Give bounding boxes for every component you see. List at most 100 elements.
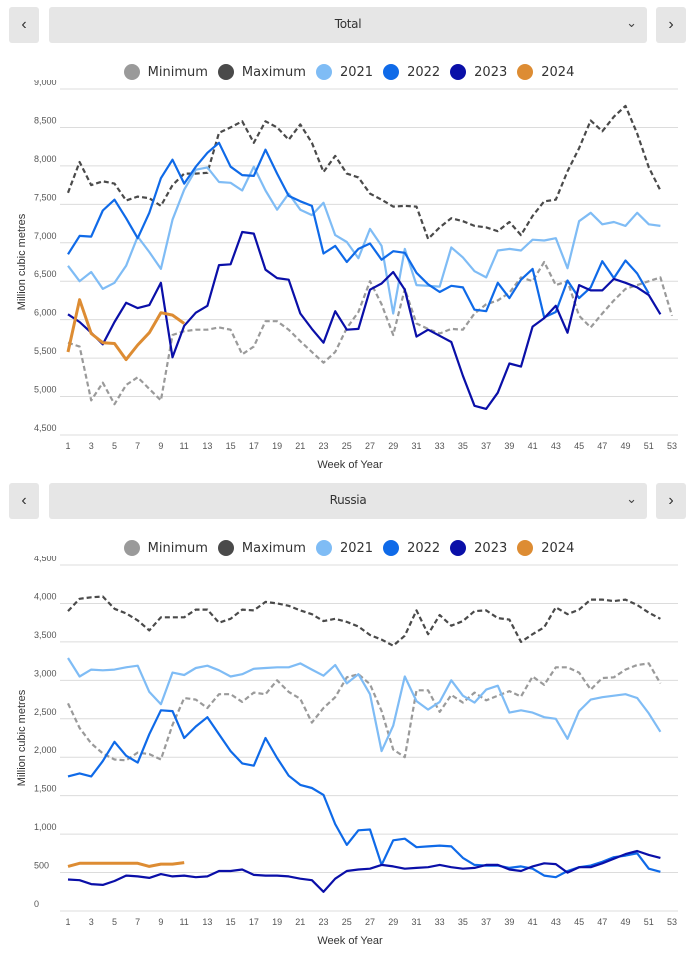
legend-item[interactable]: 2021 [315, 540, 374, 556]
legend-label: Minimum [147, 540, 208, 556]
x-axis-title: Week of Year [317, 935, 383, 947]
y-tick-label: 500 [34, 861, 49, 871]
x-tick-label: 3 [89, 441, 94, 451]
x-tick-label: 25 [342, 917, 352, 927]
legend-marker-icon [517, 540, 534, 556]
x-tick-label: 9 [158, 917, 163, 927]
x-tick-label: 43 [551, 917, 561, 927]
legend-item[interactable]: 2023 [450, 64, 507, 80]
legend-label: 2023 [474, 540, 508, 556]
x-tick-label: 1 [65, 917, 70, 927]
legend-marker-icon [315, 64, 332, 80]
y-tick-label: 7,000 [34, 231, 57, 241]
x-tick-label: 45 [574, 441, 584, 451]
series-line-2023[interactable] [67, 849, 661, 893]
chart-legend: Minimum Maximum 2021 2022 2023 2024 [0, 538, 700, 558]
x-tick-label: 53 [667, 917, 677, 927]
legend-item[interactable]: 2022 [383, 64, 440, 80]
next-region-button[interactable]: › [656, 7, 686, 43]
region-selector-russia: ‹ Russia ⌄ › [0, 483, 700, 519]
region-dropdown-label: Total [334, 17, 362, 31]
x-tick-label: 29 [388, 917, 398, 927]
series-line-2024[interactable] [66, 298, 186, 362]
series-line-maximum[interactable] [66, 104, 662, 240]
chevron-right-icon: › [668, 16, 674, 33]
series-line-minimum[interactable] [67, 662, 662, 762]
y-tick-label: 6,500 [34, 269, 57, 279]
next-region-button[interactable]: › [656, 483, 686, 519]
x-tick-label: 35 [458, 917, 468, 927]
x-tick-label: 5 [112, 917, 117, 927]
x-tick-label: 51 [644, 917, 654, 927]
x-tick-label: 13 [202, 441, 212, 451]
previous-region-button[interactable]: ‹ [9, 483, 39, 519]
legend-marker-icon [315, 540, 332, 556]
x-tick-label: 9 [158, 441, 163, 451]
legend-item[interactable]: 2024 [517, 64, 574, 80]
line-chart-russia: 0 500 1,000 1,500 2,000 2,500 3,000 3,500 4,000 4… [16, 556, 678, 947]
region-dropdown[interactable]: Russia ⌄ [49, 483, 647, 519]
series-line-2023[interactable] [67, 230, 662, 410]
x-tick-label: 43 [551, 441, 561, 451]
x-tick-label: 21 [295, 441, 305, 451]
legend-label: 2022 [407, 540, 441, 556]
y-tick-label: 3,500 [34, 630, 57, 640]
series-line-2022[interactable] [67, 141, 650, 319]
y-tick-label: 9,000 [34, 80, 57, 87]
series-line-2021[interactable] [67, 165, 661, 315]
previous-region-button[interactable]: ‹ [9, 7, 39, 43]
x-tick-label: 29 [388, 441, 398, 451]
legend-label: Maximum [241, 540, 306, 556]
y-tick-label: 3,000 [34, 668, 57, 678]
x-tick-label: 51 [644, 441, 654, 451]
chevron-right-icon: › [668, 492, 674, 509]
legend-item[interactable]: Minimum [123, 64, 208, 80]
region-dropdown-label: Russia [329, 493, 367, 507]
x-tick-label: 7 [135, 917, 140, 927]
x-tick-label: 11 [179, 441, 188, 451]
legend-item[interactable]: Maximum [217, 540, 306, 556]
series-line-2024[interactable] [67, 861, 185, 868]
x-tick-label: 37 [481, 917, 491, 927]
x-tick-label: 37 [481, 441, 491, 451]
series-line-minimum[interactable] [67, 260, 674, 406]
y-tick-label: 6,000 [34, 308, 57, 318]
legend-item[interactable]: 2024 [517, 540, 574, 556]
legend-label: 2021 [339, 540, 374, 556]
legend-item[interactable]: 2021 [315, 64, 373, 80]
legend-label: Minimum [147, 64, 208, 80]
region-dropdown[interactable]: Total ⌄ [49, 7, 647, 43]
legend-item[interactable]: 2023 [450, 540, 507, 556]
chart-legend: Minimum Maximum 2021 2022 2023 2024 [0, 62, 700, 82]
x-axis-title: Week of Year [317, 459, 383, 471]
x-tick-label: 31 [411, 441, 421, 451]
line-chart-total: 4,500 5,000 5,500 6,000 6,500 7,000 7,500 8,000… [16, 80, 678, 471]
legend-marker-icon [123, 64, 140, 80]
x-tick-label: 33 [435, 917, 445, 927]
x-tick-label: 11 [179, 917, 188, 927]
y-tick-label: 2,500 [34, 707, 57, 717]
legend-item[interactable]: Maximum [217, 64, 306, 80]
y-axis-title: Million cubic metres [16, 689, 28, 786]
series-line-2021[interactable] [67, 657, 662, 753]
x-tick-label: 19 [272, 441, 282, 451]
legend-marker-icon [383, 64, 400, 80]
x-tick-label: 23 [319, 441, 329, 451]
chevron-down-icon: ⌄ [626, 15, 637, 30]
x-tick-label: 13 [202, 917, 212, 927]
legend-marker-icon [123, 540, 140, 556]
x-tick-label: 27 [365, 441, 375, 451]
series-line-maximum[interactable] [67, 595, 661, 647]
x-tick-label: 53 [667, 441, 677, 451]
x-tick-label: 23 [319, 917, 329, 927]
chevron-down-icon: ⌄ [626, 491, 637, 506]
x-tick-label: 3 [89, 917, 94, 927]
legend-marker-icon [217, 540, 234, 556]
y-tick-label: 4,000 [34, 591, 57, 601]
series-line-2022[interactable] [67, 709, 661, 879]
legend-item[interactable]: Minimum [123, 540, 208, 556]
legend-label: 2022 [407, 64, 441, 80]
x-tick-label: 15 [226, 917, 236, 927]
x-tick-label: 45 [574, 917, 584, 927]
legend-item[interactable]: 2022 [383, 540, 440, 556]
